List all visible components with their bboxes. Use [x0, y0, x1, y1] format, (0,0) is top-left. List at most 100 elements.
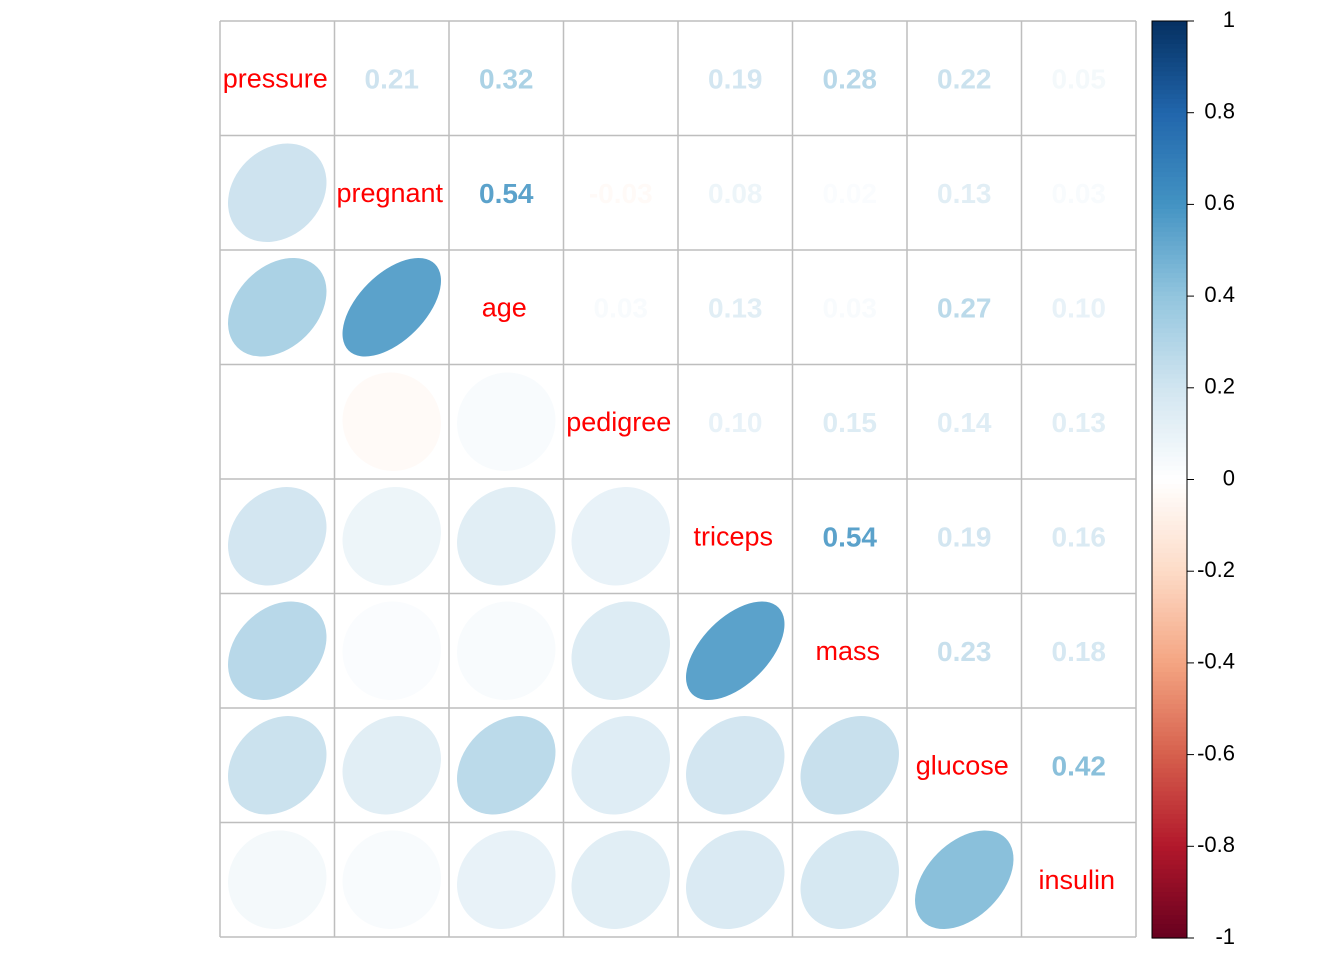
colorbar-segment	[1152, 264, 1187, 270]
colorbar-segment	[1152, 355, 1187, 361]
colorbar-segment	[1152, 25, 1187, 31]
colorbar-segment	[1152, 208, 1187, 215]
colorbar-segment	[1152, 869, 1187, 875]
colorbar-segment	[1152, 48, 1187, 54]
coef-label-pregnant-glucose: 0.13	[937, 178, 992, 209]
colorbar-segment	[1152, 653, 1187, 659]
colorbar-tick-label: -0.6	[1197, 740, 1235, 765]
colorbar-segment	[1152, 639, 1187, 646]
colorbar-segment	[1152, 717, 1187, 724]
colorbar-segment	[1152, 667, 1187, 673]
colorbar-segment	[1152, 296, 1187, 302]
colorbar-segment	[1152, 254, 1187, 261]
colorbar-segment	[1152, 672, 1187, 678]
ellipse-pregnant-pressure	[228, 143, 327, 242]
colorbar-segment	[1152, 135, 1187, 141]
colorbar-segment	[1152, 607, 1187, 614]
diagonal-label-glucose: glucose	[916, 750, 1009, 780]
matrix-grid	[219, 20, 1137, 938]
ellipse-insulin-glucose	[915, 830, 1014, 929]
colorbar-segment	[1152, 502, 1187, 508]
colorbar-segment	[1152, 163, 1187, 169]
colorbar-segment	[1152, 204, 1187, 210]
colorbar-segment	[1152, 791, 1187, 797]
colorbar-segment	[1152, 887, 1187, 893]
colorbar-segment	[1152, 364, 1187, 371]
colorbar-segment	[1152, 873, 1187, 879]
colorbar-segment	[1152, 493, 1187, 499]
coef-label-pressure-mass: 0.28	[823, 64, 878, 95]
ellipse-mass-triceps	[686, 601, 785, 700]
colorbar-segment	[1152, 589, 1187, 595]
colorbar-segment	[1152, 713, 1187, 719]
colorbar-segment	[1152, 901, 1187, 907]
colorbar-segment	[1152, 658, 1187, 664]
colorbar-segment	[1152, 617, 1187, 623]
colorbar-segment	[1152, 89, 1187, 95]
colorbar-segment	[1152, 882, 1187, 889]
colorbar-segment	[1152, 126, 1187, 132]
colorbar-tick-label: -0.8	[1197, 832, 1235, 857]
ellipse-glucose-triceps	[686, 716, 785, 815]
colorbar-segment	[1152, 392, 1187, 398]
colorbar-segment	[1152, 750, 1187, 756]
ellipse-mass-pedigree	[571, 601, 670, 700]
colorbar-segment	[1152, 525, 1187, 531]
colorbar-segment	[1152, 195, 1187, 201]
colorbar-segment	[1152, 915, 1187, 921]
coef-label-pregnant-mass: 0.02	[823, 178, 878, 209]
colorbar-segment	[1152, 153, 1187, 160]
colorbar-segment	[1152, 387, 1187, 393]
colorbar-segment	[1152, 649, 1187, 655]
ellipse-glucose-pregnant	[342, 716, 441, 815]
colorbar-segment	[1152, 291, 1187, 297]
coef-label-glucose-insulin: 0.42	[1052, 751, 1107, 782]
coef-label-pregnant-pedigree: -0.03	[589, 178, 653, 209]
colorbar-segment	[1152, 181, 1187, 187]
colorbar-segment	[1152, 341, 1187, 348]
coef-label-pressure-age: 0.32	[479, 64, 534, 95]
colorbar-segment	[1152, 772, 1187, 779]
colorbar-segment	[1152, 722, 1187, 728]
colorbar-segment	[1152, 241, 1187, 247]
colorbar-segment	[1152, 800, 1187, 806]
colorbar-segment	[1152, 548, 1187, 554]
colorbar-tick-label: 0.6	[1204, 190, 1235, 215]
coef-label-pregnant-insulin: 0.03	[1052, 178, 1107, 209]
colorbar-segment	[1152, 176, 1187, 183]
coef-label-pedigree-insulin: 0.13	[1052, 407, 1107, 438]
colorbar-segment	[1152, 740, 1187, 747]
colorbar-segment	[1152, 222, 1187, 228]
colorbar-segment	[1152, 511, 1187, 517]
colorbar-segment	[1152, 805, 1187, 811]
colorbar-segment	[1152, 731, 1187, 737]
ellipse-glucose-pedigree	[571, 716, 670, 815]
colorbar-segment	[1152, 763, 1187, 769]
colorbar-segment	[1152, 814, 1187, 820]
colorbar-segment	[1152, 346, 1187, 352]
colorbar-segment	[1152, 479, 1187, 485]
colorbar-segment	[1152, 337, 1187, 343]
coef-label-pressure-insulin: 0.05	[1052, 64, 1107, 95]
colorbar-segment	[1152, 529, 1187, 536]
colorbar-segment	[1152, 378, 1187, 384]
coef-label-pregnant-triceps: 0.08	[708, 178, 763, 209]
colorbar-segment	[1152, 39, 1187, 45]
colorbar-segment	[1152, 571, 1187, 577]
colorbar-segment	[1152, 933, 1187, 939]
colorbar-segment	[1152, 878, 1187, 884]
coef-label-age-triceps: 0.13	[708, 293, 763, 324]
colorbar-segment	[1152, 112, 1187, 118]
colorbar-segment	[1152, 76, 1187, 82]
colorbar-segment	[1152, 497, 1187, 504]
colorbar-segment	[1152, 727, 1187, 733]
colorbar-segment	[1152, 268, 1187, 274]
colorbar-segment	[1152, 419, 1187, 426]
colorbar-segment	[1152, 447, 1187, 453]
colorbar-segment	[1152, 837, 1187, 843]
colorbar-segment	[1152, 594, 1187, 600]
colorbar-segment	[1152, 415, 1187, 421]
colorbar-segment	[1152, 465, 1187, 471]
colorbar-segment	[1152, 557, 1187, 563]
colorbar-segment	[1152, 864, 1187, 870]
